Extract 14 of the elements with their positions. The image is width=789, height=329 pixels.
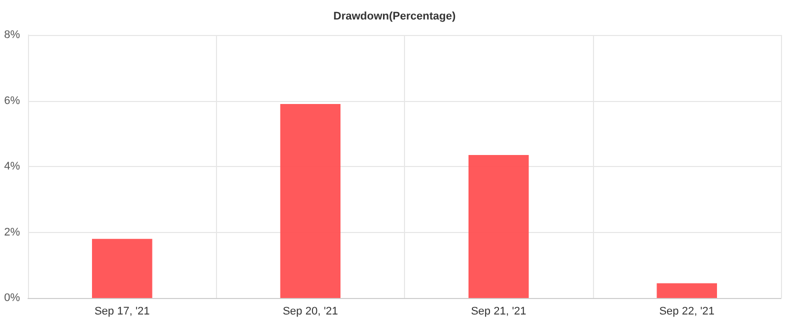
x-tick-label: Sep 17, '21 (94, 306, 150, 318)
bar (92, 238, 152, 298)
bar (468, 154, 529, 298)
x-tick-label: Sep 21, '21 (470, 306, 526, 318)
y-tick-label: 0% (4, 292, 20, 304)
y-tick-label: 2% (4, 226, 20, 238)
y-tick-label: 8% (4, 29, 20, 41)
y-tick-label: 4% (4, 160, 20, 172)
bar (656, 283, 717, 298)
chart-title: Drawdown(Percentage) (333, 10, 456, 22)
bar (280, 104, 340, 298)
y-tick-label: 6% (4, 94, 20, 107)
x-tick-label: Sep 20, '21 (282, 306, 338, 318)
x-tick-label: Sep 22, '21 (659, 306, 715, 318)
